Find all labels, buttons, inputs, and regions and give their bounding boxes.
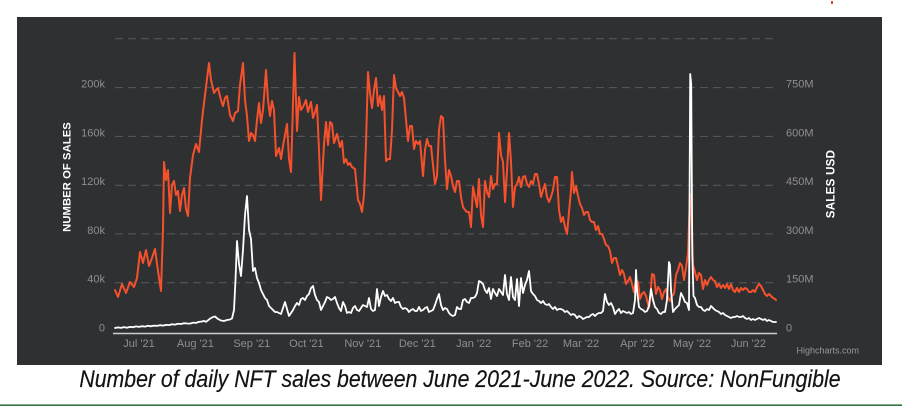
svg-text:Jul '21: Jul '21 bbox=[123, 338, 154, 350]
svg-text:SALES USD: SALES USD bbox=[826, 150, 838, 219]
svg-text:Dec '21: Dec '21 bbox=[399, 338, 436, 350]
svg-text:Jan '22: Jan '22 bbox=[456, 338, 491, 350]
svg-text:Oct '21: Oct '21 bbox=[289, 338, 324, 350]
svg-text:450M: 450M bbox=[786, 176, 814, 188]
svg-text:Feb '22: Feb '22 bbox=[512, 338, 548, 350]
svg-text:200k: 200k bbox=[81, 79, 105, 91]
svg-text:0: 0 bbox=[786, 323, 792, 335]
svg-text:NUMBER OF SALES: NUMBER OF SALES bbox=[62, 122, 74, 232]
svg-text:Aug '21: Aug '21 bbox=[177, 338, 214, 350]
svg-text:160k: 160k bbox=[81, 127, 105, 139]
svg-text:Mar '22: Mar '22 bbox=[563, 338, 599, 350]
svg-text:150M: 150M bbox=[786, 274, 814, 286]
svg-text:750M: 750M bbox=[786, 79, 814, 91]
svg-text:Highcharts.com: Highcharts.com bbox=[796, 346, 859, 356]
svg-text:Jun '22: Jun '22 bbox=[731, 338, 766, 350]
svg-text:May '22: May '22 bbox=[673, 338, 711, 350]
svg-text:80k: 80k bbox=[87, 225, 105, 237]
svg-text:120k: 120k bbox=[81, 176, 105, 188]
svg-text:600M: 600M bbox=[786, 127, 814, 139]
svg-text:0: 0 bbox=[99, 323, 105, 335]
svg-text:Sep '21: Sep '21 bbox=[233, 338, 270, 350]
svg-text:Apr '22: Apr '22 bbox=[620, 338, 655, 350]
svg-text:300M: 300M bbox=[786, 225, 814, 237]
svg-text:40k: 40k bbox=[87, 274, 105, 286]
svg-text:Nov '21: Nov '21 bbox=[344, 338, 381, 350]
